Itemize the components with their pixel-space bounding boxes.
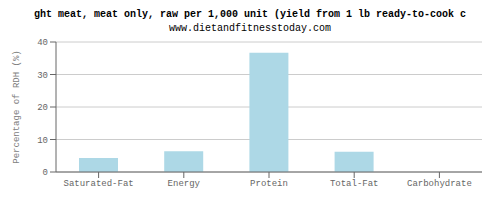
- svg-text:20: 20: [37, 103, 48, 113]
- svg-text:10: 10: [37, 136, 48, 146]
- svg-text:0: 0: [43, 168, 48, 178]
- svg-text:Percentage of RDH (%): Percentage of RDH (%): [12, 50, 22, 163]
- svg-text:Total-Fat: Total-Fat: [330, 179, 379, 189]
- svg-text:Carbohydrate: Carbohydrate: [407, 179, 472, 189]
- svg-text:30: 30: [37, 71, 48, 81]
- svg-text:Protein: Protein: [250, 179, 288, 189]
- html-text:www.dietandfitnesstoday.com: www.dietandfitnesstoday.com: [169, 23, 331, 34]
- html-text:ght meat, meat only, raw per 1: ght meat, meat only, raw per 1,000 unit …: [34, 9, 466, 20]
- svg-text:Saturated-Fat: Saturated-Fat: [63, 179, 133, 189]
- svg-text:40: 40: [37, 38, 48, 48]
- svg-text:Energy: Energy: [168, 179, 201, 189]
